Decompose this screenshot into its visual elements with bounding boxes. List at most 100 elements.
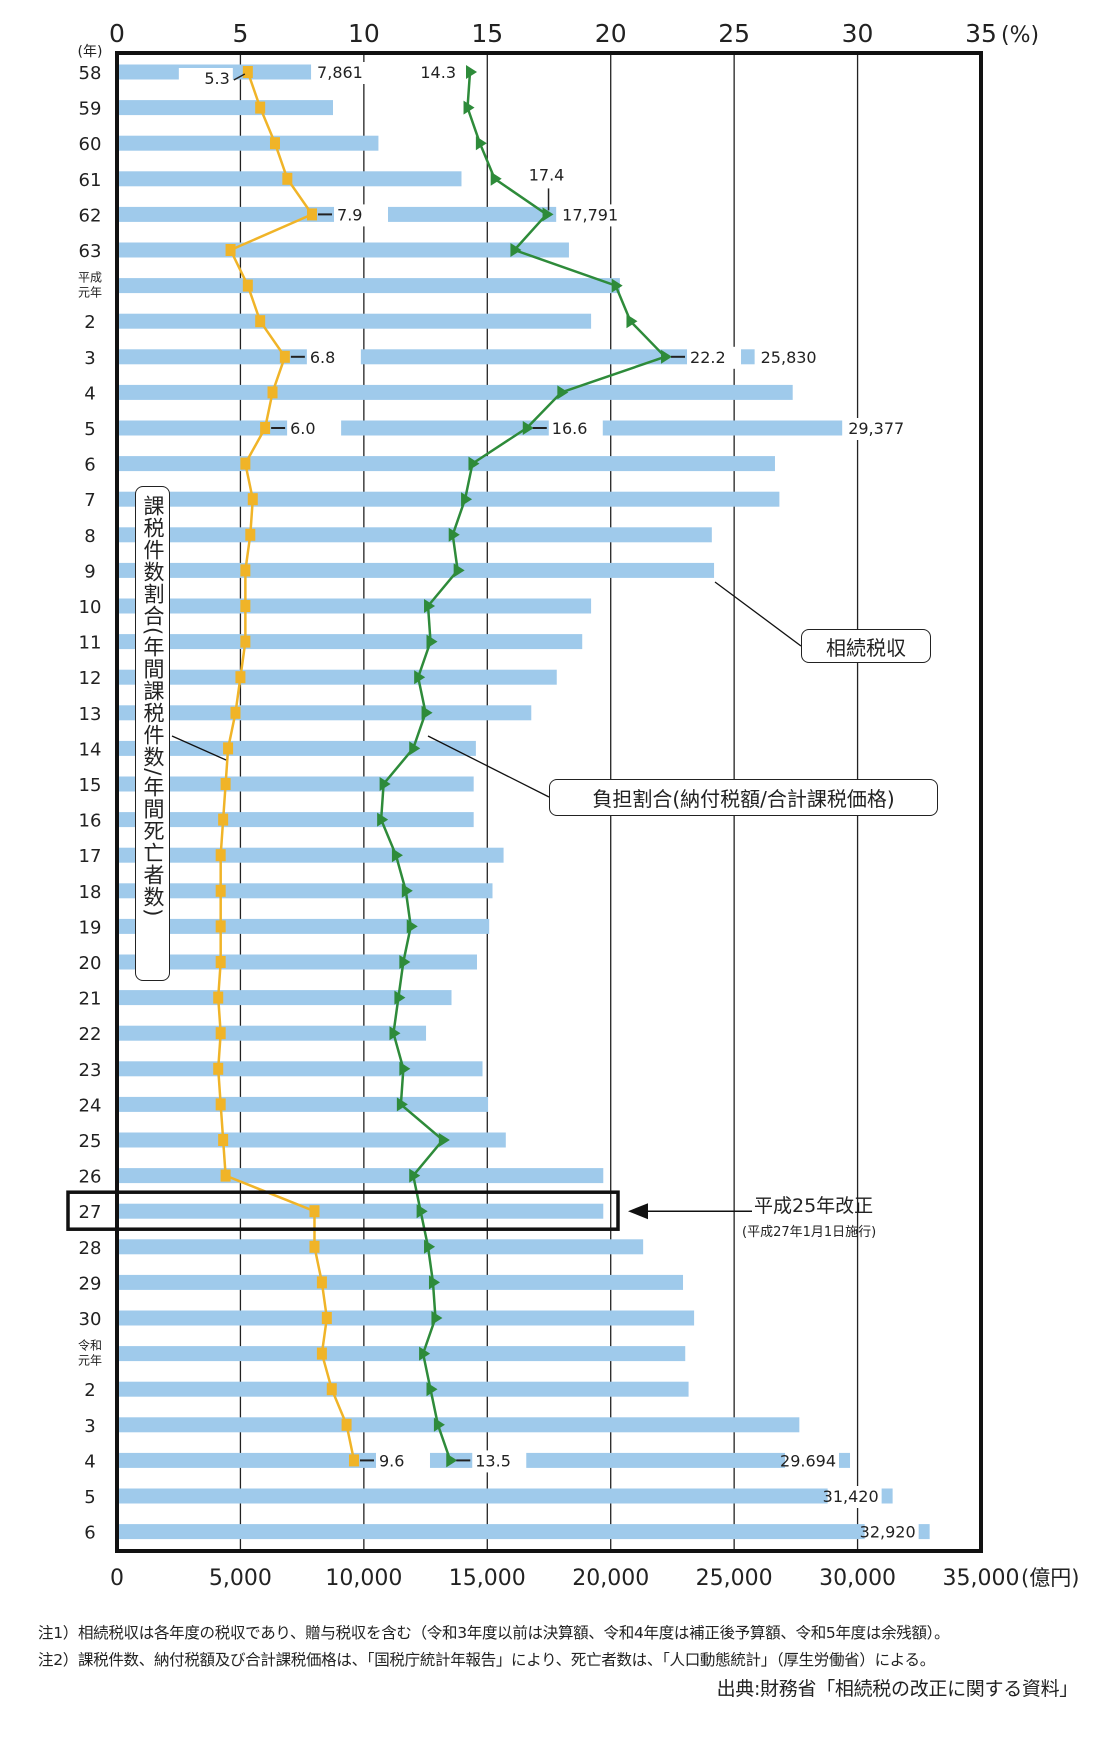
bar-value-label: 29.694 xyxy=(780,1451,836,1470)
category-label: 30 xyxy=(79,1309,102,1330)
data-label-bg xyxy=(548,418,603,440)
bar-value-label: 17,791 xyxy=(562,205,618,224)
data-label-bg xyxy=(757,346,812,369)
category-axis-unit: (年) xyxy=(78,44,103,60)
category-label: 24 xyxy=(79,1095,102,1116)
category-label-line1: 平成 xyxy=(78,271,102,285)
marker-triangle xyxy=(463,100,475,115)
marker-triangle xyxy=(428,1275,440,1290)
marker-square xyxy=(255,315,266,328)
data-label-bg xyxy=(687,346,742,369)
marker-triangle xyxy=(379,777,391,791)
marker-square xyxy=(218,813,229,826)
top-axis-tick: 10 xyxy=(348,19,380,48)
marker-square xyxy=(282,172,293,185)
marker-square xyxy=(321,1312,332,1324)
bar-11 xyxy=(117,456,775,472)
marker-triangle xyxy=(421,705,433,720)
percent-label: 14.3 xyxy=(420,63,456,82)
percent-label: 5.3 xyxy=(204,69,229,88)
marker-triangle xyxy=(399,1061,411,1076)
bottom-axis-tick: 10,000 xyxy=(325,1566,402,1591)
marker-square xyxy=(215,1027,226,1040)
bottom-axis-tick: 30,000 xyxy=(819,1566,896,1591)
category-label: 7 xyxy=(84,490,95,511)
marker-square xyxy=(247,493,258,506)
marker-triangle xyxy=(510,243,522,257)
note-2: 注2）課税件数、納付税額及び合計課税価格は、「国税庁統計年報告」により、死亡者数… xyxy=(38,1651,935,1669)
category-label: 29 xyxy=(79,1273,102,1294)
category-label-line2: 元年 xyxy=(78,286,102,300)
highlight-box-row-27 xyxy=(66,1190,620,1231)
marker-square xyxy=(225,244,236,256)
percent-label: 6.0 xyxy=(290,419,315,438)
marker-square xyxy=(260,422,271,434)
percent-label: 9.6 xyxy=(379,1451,404,1470)
marker-triangle xyxy=(424,599,436,613)
top-axis-unit: (%) xyxy=(1001,23,1039,48)
top-axis-tick: 35 xyxy=(965,19,997,48)
bar-2 xyxy=(117,135,379,151)
top-axis-tick: 20 xyxy=(595,19,627,48)
bar-41 xyxy=(117,1524,930,1540)
marker-triangle xyxy=(433,1417,445,1432)
data-label-bg xyxy=(472,1450,527,1473)
marker-square xyxy=(213,991,224,1004)
bar-30 xyxy=(117,1132,506,1148)
bar-34 xyxy=(117,1274,684,1290)
bar-9 xyxy=(117,384,793,400)
bottom-axis-tick: 15,000 xyxy=(449,1566,526,1591)
category-label: 6 xyxy=(84,455,95,476)
bar-28 xyxy=(117,1061,483,1077)
marker-triangle xyxy=(522,421,534,435)
marker-square xyxy=(240,564,251,577)
leader-case-ratio xyxy=(171,735,227,761)
bar-23 xyxy=(117,883,493,899)
bar-13 xyxy=(117,527,712,543)
bar-value-label: 31,420 xyxy=(823,1487,879,1506)
percent-label: 6.8 xyxy=(310,348,335,367)
marker-square xyxy=(218,1134,229,1146)
legend-inheritance-tax-revenue: 相続税収 xyxy=(801,629,931,663)
category-label: 18 xyxy=(79,882,102,903)
percent-label: 7.9 xyxy=(337,205,362,224)
category-label: 9 xyxy=(84,561,95,582)
marker-triangle xyxy=(453,563,465,578)
category-label: 21 xyxy=(79,989,102,1010)
category-label-line2: 元年 xyxy=(78,1354,102,1368)
marker-triangle xyxy=(448,527,460,542)
marker-triangle xyxy=(389,1026,401,1041)
marker-square xyxy=(326,1383,337,1396)
marker-triangle xyxy=(542,207,554,222)
marker-triangle xyxy=(431,1311,443,1325)
marker-square xyxy=(269,137,280,150)
category-label: 19 xyxy=(79,917,102,938)
category-label: 14 xyxy=(79,739,102,760)
marker-triangle xyxy=(466,65,478,79)
bar-37 xyxy=(117,1381,689,1397)
category-label: 59 xyxy=(79,99,102,120)
percent-label: 17.4 xyxy=(529,165,565,184)
bar-value-label: 7,861 xyxy=(317,63,363,82)
marker-triangle xyxy=(396,1097,408,1112)
category-label: 58 xyxy=(79,63,102,84)
marker-triangle xyxy=(468,456,480,471)
category-label: 5 xyxy=(84,419,95,440)
marker-square xyxy=(220,778,231,790)
top-axis-tick: 25 xyxy=(718,19,750,48)
percent-label: 22.2 xyxy=(690,348,726,367)
percent-label: 13.5 xyxy=(475,1451,511,1470)
bar-value-label: 32,920 xyxy=(860,1523,916,1542)
marker-triangle xyxy=(391,848,403,863)
bar-8 xyxy=(117,349,755,365)
bar-16 xyxy=(117,634,583,650)
marker-square xyxy=(215,849,226,862)
marker-triangle xyxy=(438,1133,450,1147)
revision-title: 平成25年改正 xyxy=(754,1195,874,1217)
category-label: 8 xyxy=(84,526,95,547)
bar-29 xyxy=(117,1096,489,1112)
category-label: 20 xyxy=(79,953,102,974)
bar-24 xyxy=(117,918,490,934)
leader-burden xyxy=(427,735,550,798)
